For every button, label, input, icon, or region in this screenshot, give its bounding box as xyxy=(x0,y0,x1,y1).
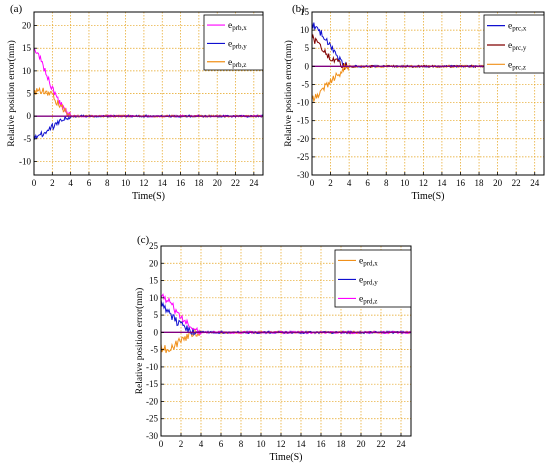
x-axis-label: Time(S) xyxy=(270,452,303,463)
y-tick-label: 15 xyxy=(149,276,159,286)
legend: eprd,x eprd,y eprd,z xyxy=(334,249,412,308)
x-tick-label: 10 xyxy=(121,178,131,188)
y-axis-label: Relative position error(mm) xyxy=(134,288,145,395)
y-tick-label: 5 xyxy=(305,43,310,53)
legend-box xyxy=(334,249,412,308)
panel-label: (c) xyxy=(137,234,150,246)
y-tick-label: -10 xyxy=(19,156,31,166)
y-tick-label: 25 xyxy=(149,241,159,251)
x-tick-label: 6 xyxy=(365,178,370,188)
x-tick-label: 14 xyxy=(158,178,168,188)
x-tick-label: 8 xyxy=(105,178,110,188)
y-tick-label: 0 xyxy=(305,61,310,71)
y-tick-label: -10 xyxy=(146,362,158,372)
x-tick-label: 4 xyxy=(347,178,352,188)
y-tick-label: 10 xyxy=(300,25,310,35)
x-tick-label: 14 xyxy=(437,178,447,188)
y-tick-label: -5 xyxy=(24,134,32,144)
x-tick-label: 24 xyxy=(530,178,540,188)
legend-entry: eprb,x xyxy=(228,21,247,32)
y-tick-label: -10 xyxy=(297,98,309,108)
x-tick-label: 24 xyxy=(397,439,407,449)
y-tick-label: 5 xyxy=(27,89,32,99)
series-line-prb-y xyxy=(33,114,264,141)
legend-entry: eprb,y xyxy=(228,39,247,50)
x-tick-label: 12 xyxy=(139,178,148,188)
legend: eprb,x eprb,y eprb,z xyxy=(203,14,264,71)
y-tick-label: 20 xyxy=(22,21,32,31)
x-tick-label: 0 xyxy=(32,178,37,188)
x-tick-label: 4 xyxy=(199,439,204,449)
x-tick-label: 6 xyxy=(219,439,224,449)
legend-entry: eprc,y xyxy=(508,41,527,52)
x-axis-label: Time(S) xyxy=(132,191,165,202)
x-tick-label: 10 xyxy=(400,178,410,188)
x-tick-label: 8 xyxy=(239,439,244,449)
x-tick-label: 22 xyxy=(377,439,386,449)
legend-entry: eprd,y xyxy=(359,275,378,286)
x-tick-label: 18 xyxy=(194,178,204,188)
chart-panel-1: 0 2 4 6 8 10 12 14 16 18 20 22 24-10-505101520Time(S… xyxy=(6,3,264,202)
x-tick-label: 6 xyxy=(87,178,92,188)
x-tick-label: 20 xyxy=(357,439,367,449)
y-tick-label: -20 xyxy=(297,134,309,144)
y-axis-label: Relative position error(mm) xyxy=(6,40,17,147)
x-tick-label: 12 xyxy=(277,439,286,449)
y-tick-label: -15 xyxy=(297,116,309,126)
x-tick-label: 12 xyxy=(419,178,428,188)
y-tick-label: 15 xyxy=(22,43,32,53)
chart-panel-3: 0 2 4 6 8 10 12 14 16 18 20 22 24-30-25-20-15-10-505… xyxy=(134,234,412,463)
y-tick-label: -20 xyxy=(146,396,158,406)
x-tick-label: 16 xyxy=(456,178,466,188)
legend-box xyxy=(483,14,545,74)
y-axis-label: Relative position error(mm) xyxy=(283,40,294,147)
panel-label: (b) xyxy=(292,3,305,15)
x-tick-label: 24 xyxy=(249,178,259,188)
y-tick-label: 0 xyxy=(27,111,32,121)
y-tick-label: -25 xyxy=(146,414,158,424)
legend-entry: eprd,x xyxy=(359,256,378,267)
x-tick-label: 0 xyxy=(310,178,315,188)
legend-entry: eprb,z xyxy=(228,58,246,69)
x-tick-label: 10 xyxy=(257,439,267,449)
x-tick-label: 2 xyxy=(328,178,333,188)
y-tick-label: -5 xyxy=(302,79,310,89)
x-tick-label: 20 xyxy=(493,178,503,188)
y-tick-label: 15 xyxy=(300,7,310,17)
x-tick-label: 4 xyxy=(68,178,73,188)
panel-label: (a) xyxy=(10,3,23,15)
plot-frame xyxy=(311,11,545,176)
y-tick-label: 5 xyxy=(154,310,159,320)
y-tick-label: 10 xyxy=(22,66,32,76)
y-tick-label: 20 xyxy=(149,258,159,268)
legend-entry: eprc,x xyxy=(508,22,527,33)
x-tick-label: 22 xyxy=(231,178,240,188)
legend-entry: eprc,z xyxy=(508,60,526,71)
x-tick-label: 18 xyxy=(337,439,347,449)
y-tick-label: -15 xyxy=(146,379,158,389)
chart-panel-2: 0 2 4 6 8 10 12 14 16 18 20 22 24-30-25-20-15-10-505… xyxy=(283,3,545,202)
y-tick-label: -30 xyxy=(297,170,309,180)
y-tick-label: -25 xyxy=(297,152,309,162)
legend: eprc,x eprc,y eprc,z xyxy=(483,14,545,74)
legend-box xyxy=(203,14,264,71)
x-tick-label: 16 xyxy=(317,439,327,449)
x-tick-label: 2 xyxy=(50,178,55,188)
x-tick-label: 20 xyxy=(213,178,223,188)
plot-frame xyxy=(160,245,412,437)
x-tick-label: 8 xyxy=(384,178,389,188)
x-tick-label: 14 xyxy=(297,439,307,449)
x-axis-label: Time(S) xyxy=(412,191,445,202)
x-tick-label: 2 xyxy=(179,439,184,449)
y-tick-label: -5 xyxy=(151,345,159,355)
x-tick-label: 0 xyxy=(159,439,164,449)
x-tick-label: 16 xyxy=(176,178,186,188)
legend-entry: eprd,z xyxy=(359,294,377,305)
y-tick-label: -30 xyxy=(146,431,158,441)
y-tick-label: 10 xyxy=(149,293,159,303)
x-tick-label: 18 xyxy=(475,178,485,188)
x-tick-label: 22 xyxy=(512,178,521,188)
y-tick-label: 0 xyxy=(154,327,159,337)
